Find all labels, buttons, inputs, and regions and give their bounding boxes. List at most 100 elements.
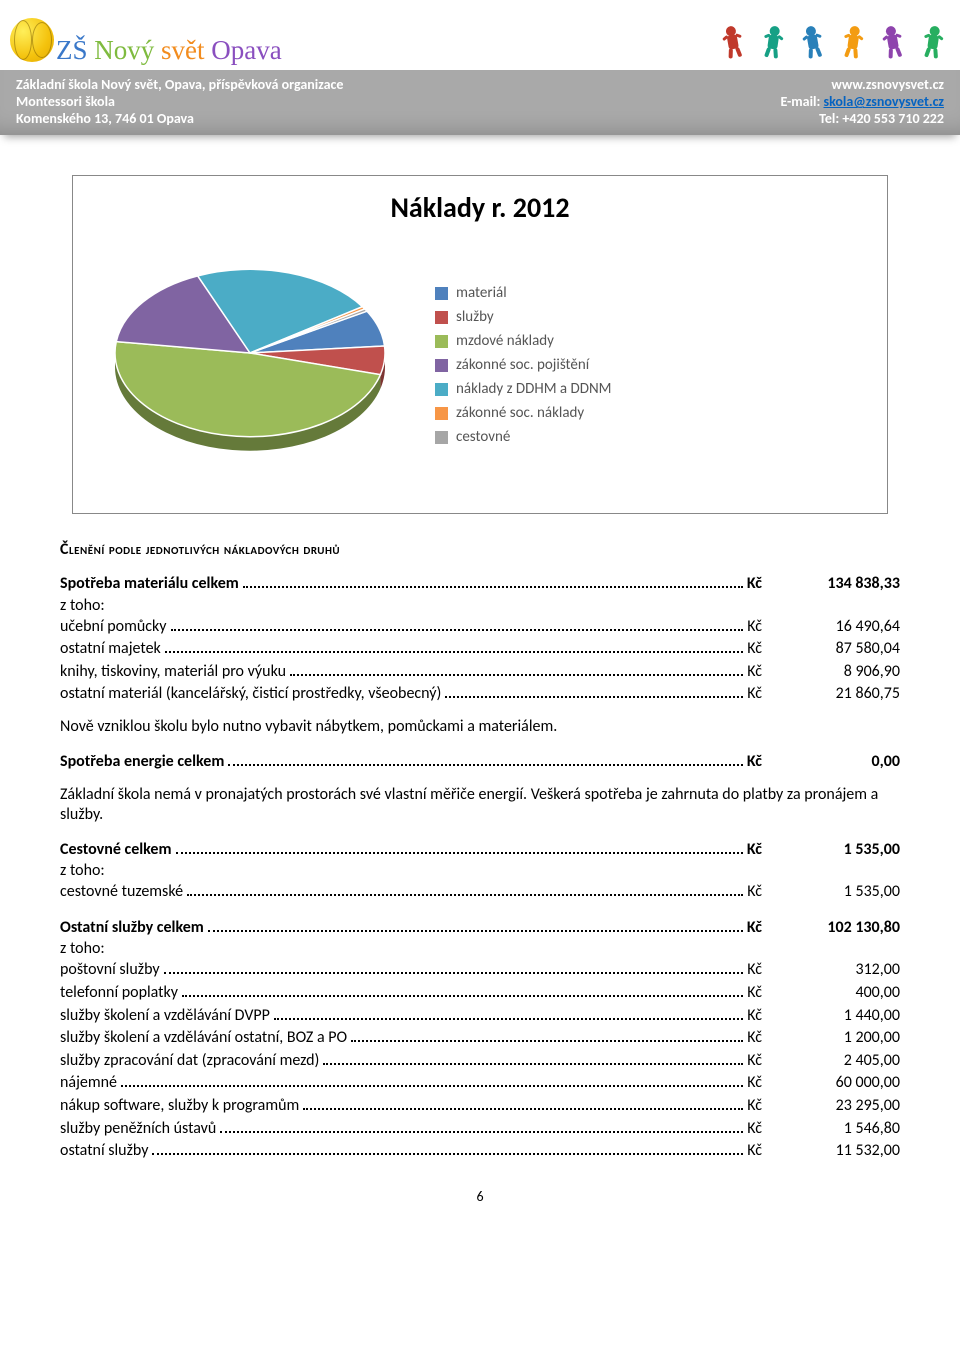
item-row: knihy, tiskoviny, materiál pro výuku Kč8… [60,661,900,683]
row-label: služby zpracování dat (zpracování mezd) [60,1050,319,1072]
item-row: služby zpracování dat (zpracování mezd) … [60,1050,900,1072]
leader-dots [303,1097,743,1110]
legend-swatch [435,383,448,396]
leader-dots [165,640,743,653]
leader-dots [182,984,743,997]
legend-item: cestovné [435,428,611,446]
leader-dots [243,575,743,588]
row-currency: Kč [747,1072,780,1094]
row-label: ostatní materiál (kancelářský, čisticí p… [60,683,441,705]
row-currency: Kč [747,616,780,638]
org-line: Montessori škola [16,93,343,110]
school-name-part: Nový [94,35,161,65]
school-name-part: ZŠ [56,35,94,65]
chart-container: Náklady r. 2012 materiálslužbymzdové nák… [72,175,888,514]
info-left: Základní škola Nový svět, Opava, příspěv… [16,76,343,127]
row-amount: 2 405,00 [780,1050,900,1072]
leader-dots [228,753,743,766]
legend-item: materiál [435,284,611,302]
row-amount: 0,00 [780,751,900,773]
kid-icon [716,22,750,64]
item-row: ostatní materiál (kancelářský, čisticí p… [60,683,900,705]
legend-item: mzdové náklady [435,332,611,350]
legend-item: zákonné soc. náklady [435,404,611,422]
email-link[interactable]: skola@zsnovysvet.cz [823,93,944,110]
logo-row: ZŠ Nový svět Opava [0,18,960,70]
kid-icon [796,22,830,64]
item-row: nájemné Kč60 000,00 [60,1072,900,1094]
row-label: nájemné [60,1072,117,1094]
z-toho-label: z toho: [60,861,900,880]
row-currency: Kč [747,982,780,1004]
row-label: služby školení a vzdělávání DVPP [60,1005,270,1027]
tel-text: Tel: +420 553 710 222 [780,110,944,127]
row-amount: 312,00 [780,959,900,981]
row-currency: Kč [747,1140,780,1162]
row-amount: 11 532,00 [780,1140,900,1162]
row-amount: 23 295,00 [780,1095,900,1117]
row-amount: 1 440,00 [780,1005,900,1027]
row-currency: Kč [747,1095,780,1117]
page-number: 6 [60,1188,900,1205]
row-amount: 134 838,33 [780,573,900,595]
total-row: Spotřeba energie celkem Kč0,00 [60,751,900,773]
kid-icon [916,22,950,64]
row-currency: Kč [747,959,780,981]
leader-dots [208,919,743,932]
z-toho-label: z toho: [60,939,900,958]
legend-item: služby [435,308,611,326]
row-amount: 1 200,00 [780,1027,900,1049]
leader-dots [176,841,743,854]
legend-swatch [435,335,448,348]
school-name-part: Opava [211,35,281,65]
legend-swatch [435,359,448,372]
row-label: Spotřeba energie celkem [60,751,224,773]
row-currency: Kč [747,573,780,595]
row-label: Cestovné celkem [60,839,172,861]
legend-item: zákonné soc. pojištění [435,356,611,374]
legend-label: služby [456,308,494,326]
row-amount: 102 130,80 [780,917,900,939]
content-list: Spotřeba materiálu celkem Kč134 838,33 z … [60,573,900,1162]
leader-dots [445,686,743,699]
row-amount: 16 490,64 [780,616,900,638]
legend-swatch [435,311,448,324]
leader-dots [164,962,744,975]
row-currency: Kč [747,1050,780,1072]
legend-item: náklady z DDHM a DDNM [435,380,611,398]
website-text: www.zsnovysvet.cz [780,76,944,93]
leader-dots [323,1052,743,1065]
school-name: ZŠ Nový svět Opava [56,37,282,64]
ball-icon [10,18,54,62]
legend-swatch [435,287,448,300]
kid-icon [876,22,910,64]
leader-dots [274,1007,743,1020]
legend-label: náklady z DDHM a DDNM [456,380,611,398]
row-amount: 21 860,75 [780,683,900,705]
row-amount: 60 000,00 [780,1072,900,1094]
row-amount: 1 546,80 [780,1118,900,1140]
item-row: služby peněžních ústavů Kč1 546,80 [60,1118,900,1140]
pie-chart [95,235,405,495]
leader-dots [152,1142,743,1155]
total-row: Spotřeba materiálu celkem Kč134 838,33 [60,573,900,595]
row-currency: Kč [747,1005,780,1027]
legend-label: zákonné soc. pojištění [456,356,589,374]
kid-icon [836,22,870,64]
item-row: cestovné tuzemské Kč1 535,00 [60,881,900,903]
legend-label: mzdové náklady [456,332,554,350]
item-row: poštovní služby Kč312,00 [60,959,900,981]
item-row: telefonní poplatky Kč400,00 [60,982,900,1004]
row-amount: 87 580,04 [780,638,900,660]
leader-dots [351,1029,743,1042]
row-label: ostatní majetek [60,638,161,660]
row-currency: Kč [747,661,780,683]
item-row: učební pomůcky Kč16 490,64 [60,616,900,638]
chart-legend: materiál služby mzdové náklady zákonné soc.… [435,278,611,452]
row-currency: Kč [747,881,780,903]
row-label: poštovní služby [60,959,160,981]
section-heading: Členění podle jednotlivých nákladových d… [60,540,900,559]
item-row: služby školení a vzdělávání DVPP Kč1 440… [60,1005,900,1027]
org-line: Základní škola Nový svět, Opava, příspěv… [16,76,343,93]
leader-dots [220,1120,743,1133]
